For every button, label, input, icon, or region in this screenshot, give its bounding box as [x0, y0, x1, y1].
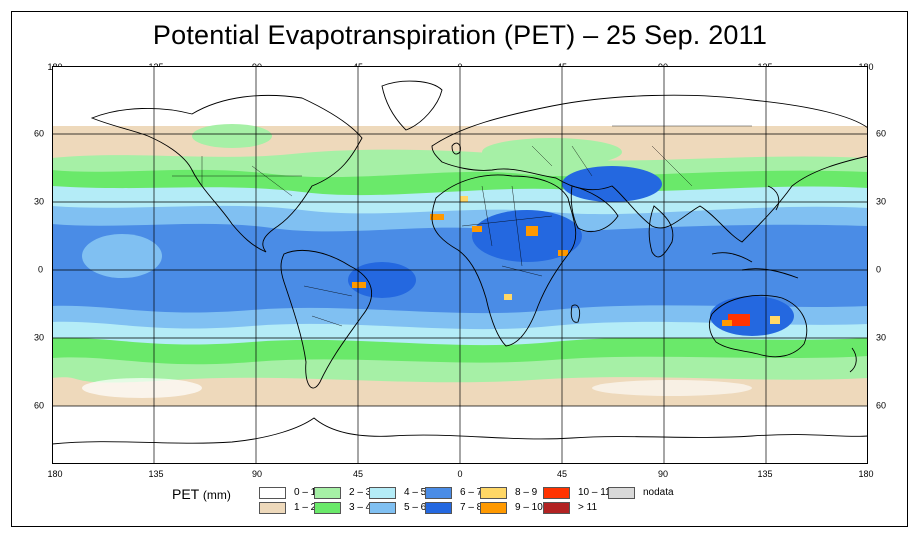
- legend-label-2-3: 2 – 3: [349, 487, 372, 498]
- africa-outline: [431, 174, 577, 347]
- south-america-outline: [280, 249, 372, 389]
- legend-item-8-9: 8 – 9: [480, 486, 537, 499]
- legend-label-nodata: nodata: [643, 487, 674, 498]
- legend-swatch-1-2: [259, 501, 286, 514]
- legend-item-5-6: 5 – 6: [369, 501, 426, 514]
- legend-swatch-0-1: [259, 486, 286, 499]
- pet-patch-south-indian: [592, 380, 752, 396]
- bottom-lon-tick-0: 0: [457, 469, 463, 479]
- pet-hot-australia: [728, 314, 750, 326]
- pet-patch-pacific-w: [82, 234, 162, 278]
- legend-item-10-11: 10 – 11: [543, 486, 611, 499]
- legend-item-1-2: 1 – 2: [259, 501, 316, 514]
- left-lat-tick-30s: 30: [34, 332, 45, 343]
- legend-label-3-4: 3 – 4: [349, 502, 372, 513]
- pet-patch-arabia: [562, 166, 662, 202]
- coastlines: [52, 80, 868, 445]
- pet-hot-brazil: [352, 282, 366, 288]
- bottom-lon-tick-180w: 180: [47, 469, 63, 479]
- legend-label-5-6: 5 – 6: [404, 502, 427, 513]
- bottom-lon-tick-90e: 90: [657, 469, 669, 479]
- pet-hot-sahara-2: [472, 226, 482, 232]
- legend-label-gt-11: > 11: [578, 502, 597, 513]
- graticule: [52, 66, 868, 464]
- pet-world-map: [52, 66, 868, 464]
- map-border: [52, 66, 868, 464]
- bottom-lon-tick-45w: 45: [352, 469, 364, 479]
- pet-patch-australia: [710, 296, 794, 336]
- legend-item-4-5: 4 – 5: [369, 486, 426, 499]
- legend-item-6-7: 6 – 7: [425, 486, 482, 499]
- legend-unit: (mm): [202, 488, 231, 502]
- pet-patch-south-pacific: [82, 378, 202, 398]
- arabia-outline: [570, 185, 619, 232]
- left-lat-tick-30n: 30: [34, 196, 45, 207]
- legend-swatch-5-6: [369, 501, 396, 514]
- pet-hot-southern-africa: [504, 294, 512, 300]
- pet-patch-canada: [192, 124, 272, 148]
- pet-patch-europe: [482, 138, 622, 166]
- legend-swatch-6-7: [425, 486, 452, 499]
- pet-hot-sudan: [526, 226, 538, 236]
- bottom-lon-tick-90w: 90: [251, 469, 263, 479]
- country-borders: [172, 125, 752, 327]
- madagascar-outline: [570, 304, 581, 323]
- legend-title-text: PET: [172, 486, 199, 502]
- legend-label-8-9: 8 – 9: [515, 487, 538, 498]
- legend-item-gt-11: > 11: [543, 501, 597, 514]
- right-lat-tick-60n: 60: [876, 128, 887, 139]
- australia-outline: [708, 295, 808, 358]
- legend-title: PET (mm): [172, 486, 231, 502]
- legend-item-2-3: 2 – 3: [314, 486, 371, 499]
- bottom-lon-tick-180e: 180: [858, 469, 874, 479]
- legend-swatch-4-5: [369, 486, 396, 499]
- legend-item-0-1: 0 – 1: [259, 486, 316, 499]
- legend-swatch-2-3: [314, 486, 341, 499]
- left-lat-tick-60s: 60: [34, 400, 45, 411]
- legend-item-3-4: 3 – 4: [314, 501, 371, 514]
- legend-swatch-9-10: [480, 501, 507, 514]
- pet-hot-sahara-1: [460, 196, 468, 202]
- bottom-lon-tick-135w: 135: [148, 469, 164, 479]
- greenland-outline: [381, 80, 443, 131]
- antarctica-outline: [52, 417, 868, 445]
- pet-hot-west-africa: [430, 214, 444, 220]
- india-outline: [648, 205, 674, 258]
- legend-swatch-nodata: [608, 486, 635, 499]
- legend-item-nodata: nodata: [608, 486, 674, 499]
- figure-frame: [11, 11, 908, 527]
- pet-patch-brazil: [348, 262, 416, 298]
- legend-item-9-10: 9 – 10: [480, 501, 543, 514]
- left-lat-tick-60n: 60: [34, 128, 45, 139]
- right-lat-tick-0: 0: [876, 264, 882, 275]
- legend-swatch-7-8: [425, 501, 452, 514]
- north-america-outline: [90, 94, 363, 253]
- legend-item-7-8: 7 – 8: [425, 501, 482, 514]
- map-title: Potential Evapotranspiration (PET) – 25 …: [152, 20, 768, 50]
- legend-swatch-3-4: [314, 501, 341, 514]
- pet-hot-ethiopia: [558, 250, 568, 256]
- new-zealand-outline: [849, 347, 857, 373]
- pet-hot-australia-3: [770, 316, 780, 324]
- legend-label-1-2: 1 – 2: [294, 502, 317, 513]
- bottom-lon-tick-45e: 45: [556, 469, 568, 479]
- pet-hot-australia-2: [722, 320, 732, 326]
- bottom-lon-tick-135e: 135: [757, 469, 773, 479]
- japan-outline: [767, 185, 780, 211]
- legend-label-7-8: 7 – 8: [460, 502, 483, 513]
- legend-swatch-gt-11: [543, 501, 570, 514]
- legend-label-4-5: 4 – 5: [404, 487, 427, 498]
- left-lat-tick-0: 0: [38, 264, 44, 275]
- right-lat-tick-60s: 60: [876, 400, 887, 411]
- legend-swatch-10-11: [543, 486, 570, 499]
- legend-swatch-8-9: [480, 486, 507, 499]
- legend-label-6-7: 6 – 7: [460, 487, 483, 498]
- legend-label-10-11: 10 – 11: [578, 487, 611, 498]
- right-lat-tick-30n: 30: [876, 196, 887, 207]
- right-lat-tick-30s: 30: [876, 332, 887, 343]
- legend-label-9-10: 9 – 10: [515, 502, 543, 513]
- legend-label-0-1: 0 – 1: [294, 487, 317, 498]
